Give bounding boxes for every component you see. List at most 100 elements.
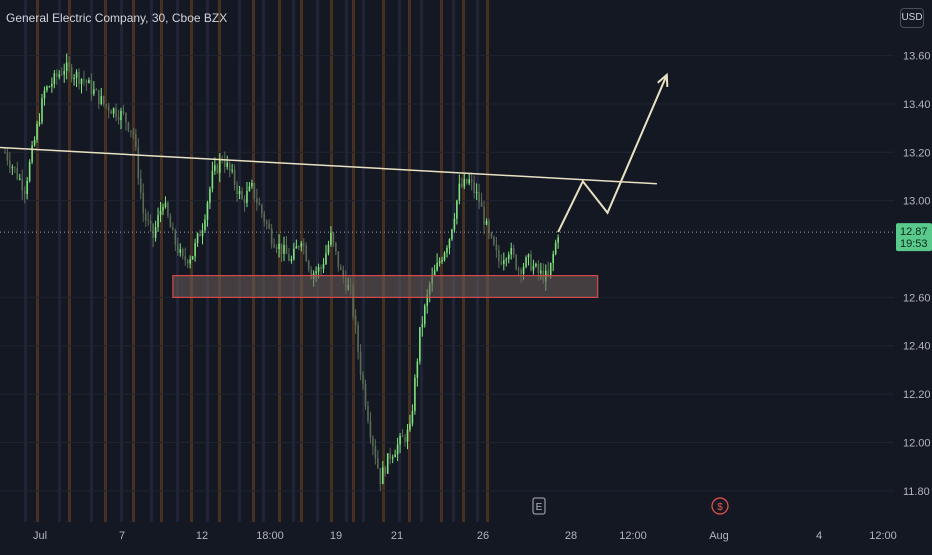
candle-body: [389, 453, 391, 459]
candle-body: [493, 236, 495, 245]
session-band: [120, 0, 123, 522]
session-band: [218, 0, 221, 522]
candle-body: [186, 260, 189, 264]
candle-body: [246, 190, 248, 203]
earnings-marker-icon[interactable]: [532, 497, 546, 515]
candle-body: [315, 271, 317, 274]
candle-body: [204, 219, 206, 231]
candle-body: [330, 232, 332, 245]
candle-body: [507, 254, 510, 260]
candle-body: [194, 243, 196, 257]
candle-body: [443, 252, 446, 261]
support-zone-rect[interactable]: [172, 275, 599, 298]
time-axis[interactable]: Jul 7 12 18:00 19 21 26 28 12:00 Aug 4 12:00: [33, 530, 897, 542]
candle-body: [135, 133, 137, 148]
price-tick-label: 13.00: [903, 196, 931, 208]
candle-body: [117, 117, 120, 121]
price-tick-label: 13.20: [903, 147, 931, 159]
candle-body: [530, 254, 532, 271]
candle-body: [97, 90, 100, 104]
session-band: [300, 0, 303, 522]
session-band: [190, 0, 193, 522]
session-band: [292, 0, 295, 522]
candle-body: [243, 199, 246, 203]
candle-body: [505, 259, 508, 261]
candle-body: [162, 207, 164, 211]
candle-body: [448, 239, 451, 248]
dividend-marker-icon[interactable]: [711, 497, 729, 515]
candle-body: [65, 62, 68, 72]
candle-body: [475, 192, 478, 194]
candle-body: [337, 251, 340, 268]
candle-body: [488, 220, 490, 233]
candle-body: [112, 108, 115, 114]
candle-body: [310, 269, 312, 279]
candle-body: [490, 232, 493, 237]
candle-body: [416, 361, 419, 378]
candle-body: [386, 453, 389, 474]
candle-body: [16, 168, 19, 179]
candle-body: [236, 184, 238, 195]
candle-body: [9, 160, 11, 168]
candle-body: [251, 182, 253, 187]
price-tick-label: 12.00: [903, 437, 931, 449]
candle-body: [233, 169, 236, 185]
time-tick-label: 19: [330, 530, 342, 542]
session-band: [408, 0, 411, 522]
candle-body: [295, 246, 298, 249]
symbol-legend[interactable]: General Electric Company, 30, Cboe BZX: [6, 11, 228, 25]
currency-button[interactable]: USD: [900, 8, 924, 28]
candle-body: [302, 243, 305, 246]
candle-body: [228, 162, 231, 171]
candle-body: [60, 74, 63, 76]
support-zone[interactable]: [172, 275, 599, 298]
candle-body: [396, 444, 399, 455]
candle-body: [157, 215, 159, 228]
candle-body: [401, 435, 404, 438]
candle-body: [500, 261, 503, 264]
session-band: [262, 0, 265, 522]
candle-body: [201, 230, 204, 237]
candle-body: [423, 305, 426, 325]
candle-body: [362, 374, 364, 384]
event-markers[interactable]: E $: [532, 497, 729, 515]
candle-body: [83, 79, 85, 81]
candle-body: [189, 259, 191, 264]
resistance-trendline[interactable]: [0, 146, 657, 185]
session-band: [36, 0, 39, 522]
candle-body: [38, 122, 41, 125]
earnings-marker-label: E: [536, 502, 543, 513]
candle-body: [340, 267, 342, 270]
candle-body: [181, 249, 184, 257]
candle-body: [473, 181, 475, 194]
session-band: [330, 0, 333, 522]
candle-body: [154, 227, 157, 238]
candle-body: [80, 79, 83, 84]
candle-body: [41, 98, 43, 123]
candle-body: [369, 421, 372, 438]
candle-body: [226, 162, 229, 167]
price-axis[interactable]: 13.60 13.40 13.20 13.00 12.60 12.40 12.20 12.00…: [903, 51, 931, 498]
candle-body: [206, 202, 209, 220]
candle-body: [102, 96, 105, 105]
candle-body: [485, 220, 488, 225]
session-band: [238, 0, 241, 522]
drawings[interactable]: [0, 72, 894, 233]
candle-body: [317, 267, 320, 272]
candle-body: [100, 96, 103, 104]
session-band: [90, 0, 93, 522]
candle-body: [36, 124, 38, 140]
session-band: [252, 0, 255, 522]
candle-body: [379, 468, 382, 485]
price-tick-label: 12.20: [903, 389, 931, 401]
projection-path[interactable]: [557, 74, 668, 233]
candle-body: [149, 220, 152, 224]
candle-body: [88, 80, 90, 84]
candle-body: [359, 351, 362, 375]
session-band: [58, 0, 61, 522]
candle-body: [426, 294, 429, 306]
candle-body: [127, 122, 130, 131]
candle-body: [51, 84, 53, 87]
